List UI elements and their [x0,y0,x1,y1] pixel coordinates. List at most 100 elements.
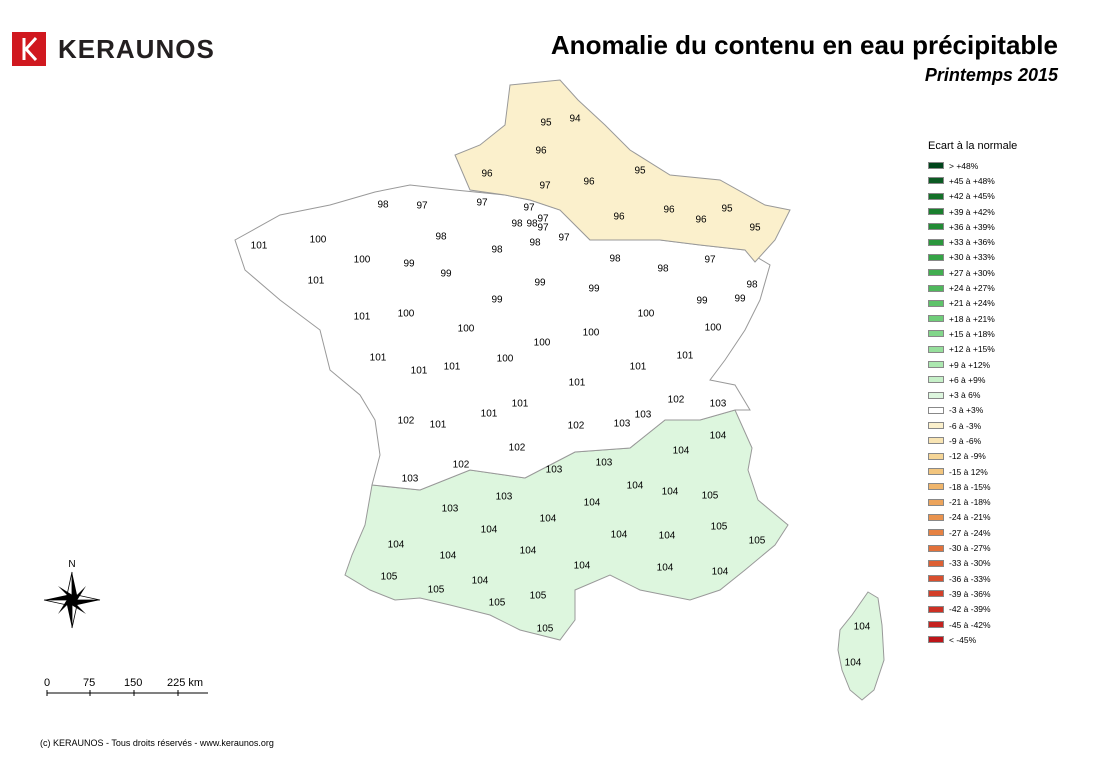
legend-item: +33 à +36% [928,234,1017,249]
department-value-label: 103 [596,458,613,469]
department-value-label: 105 [428,585,445,596]
scale-tick-225: 225 km [167,677,203,689]
department-value-label: 104 [481,525,498,536]
department-value-label: 103 [710,399,727,410]
legend-item: +3 à 6% [928,387,1017,402]
department-value-label: 98 [526,219,538,230]
legend-label: -30 à -27% [949,543,991,554]
department-value-label: 97 [704,255,716,266]
legend-item: -39 à -36% [928,586,1017,601]
department-value-label: 102 [453,460,470,471]
legend-swatch [928,590,944,598]
department-value-label: 104 [440,551,457,562]
logo-mark [12,32,46,66]
compass-north-label: N [68,559,75,570]
compass-rose: N [43,559,101,629]
department-value-label: 104 [673,446,690,457]
legend-swatch [928,483,944,491]
department-value-label: 100 [583,328,600,339]
department-value-label: 104 [662,487,679,498]
legend-item: > +48% [928,158,1017,173]
region-north [454,79,791,263]
legend-item: -15 à 12% [928,464,1017,479]
legend-swatch [928,330,944,338]
department-value-label: 101 [411,366,428,377]
department-value-label: 101 [630,362,647,373]
legend-item: +30 à +33% [928,250,1017,265]
legend-item: -45 à -42% [928,617,1017,632]
department-value-label: 97 [523,203,535,214]
scale-tick-150: 150 [124,677,142,689]
department-value-label: 95 [540,118,552,129]
department-value-label: 101 [512,399,529,410]
department-value-label: 97 [537,223,549,234]
department-value-label: 100 [705,323,722,334]
department-value-label: 96 [481,169,493,180]
legend-label: +39 à +42% [949,206,995,217]
department-value-label: 102 [668,395,685,406]
department-value-label: 102 [398,416,415,427]
department-value-label: 98 [377,200,389,211]
legend-label: +27 à +30% [949,267,995,278]
department-value-label: 96 [535,146,547,157]
legend-label: -15 à 12% [949,466,988,477]
legend-item: +39 à +42% [928,204,1017,219]
legend-swatch [928,422,944,430]
department-value-label: 101 [251,241,268,252]
department-value-label: 101 [677,351,694,362]
region-corsica [837,591,885,701]
legend-label: +30 à +33% [949,252,995,263]
department-value-label: 105 [749,536,766,547]
department-value-label: 98 [435,232,447,243]
department-value-label: 104 [584,498,601,509]
department-value-label: 101 [430,420,447,431]
legend-label: < -45% [949,634,977,645]
legend-label: +36 à +39% [949,221,995,232]
department-value-label: 105 [381,572,398,583]
department-value-label: 105 [702,491,719,502]
legend-item: -24 à -21% [928,510,1017,525]
legend-item: -9 à -6% [928,433,1017,448]
legend-item: +27 à +30% [928,265,1017,280]
copyright-text: (c) KERAUNOS - Tous droits réservés - ww… [40,738,274,748]
department-value-label: 95 [749,223,761,234]
department-value-label: 100 [310,235,327,246]
legend-label: +12 à +15% [949,344,995,355]
department-value-label: 101 [444,362,461,373]
legend-swatch [928,437,944,445]
legend-swatch [928,162,944,170]
department-value-label: 101 [370,353,387,364]
legend-label: -9 à -6% [949,435,982,446]
department-value-label: 105 [530,591,547,602]
legend-label: -42 à -39% [949,604,991,615]
legend-label: -27 à -24% [949,527,991,538]
department-value-label: 94 [569,114,581,125]
legend-item: -3 à +3% [928,403,1017,418]
department-value-label: 95 [634,166,646,177]
legend-swatch [928,376,944,384]
legend-item: -33 à -30% [928,556,1017,571]
legend-label: -21 à -18% [949,497,991,508]
legend-item: +36 à +39% [928,219,1017,234]
legend-label: > +48% [949,160,979,171]
department-value-label: 96 [663,205,675,216]
department-value-label: 97 [539,181,551,192]
department-value-label: 102 [568,421,585,432]
department-value-label: 95 [721,204,733,215]
legend-item: +18 à +21% [928,311,1017,326]
legend-swatch [928,253,944,261]
legend-label: -39 à -36% [949,588,991,599]
legend-item: -6 à -3% [928,418,1017,433]
legend-swatch [928,605,944,613]
legend-item: +42 à +45% [928,189,1017,204]
legend-swatch [928,636,944,644]
legend-swatch [928,299,944,307]
legend-item: +6 à +9% [928,372,1017,387]
legend-item: -36 à -33% [928,571,1017,586]
legend-swatch [928,208,944,216]
legend-label: -36 à -33% [949,573,991,584]
department-value-label: 97 [558,233,570,244]
legend-label: -3 à +3% [949,405,984,416]
department-value-label: 104 [712,567,729,578]
